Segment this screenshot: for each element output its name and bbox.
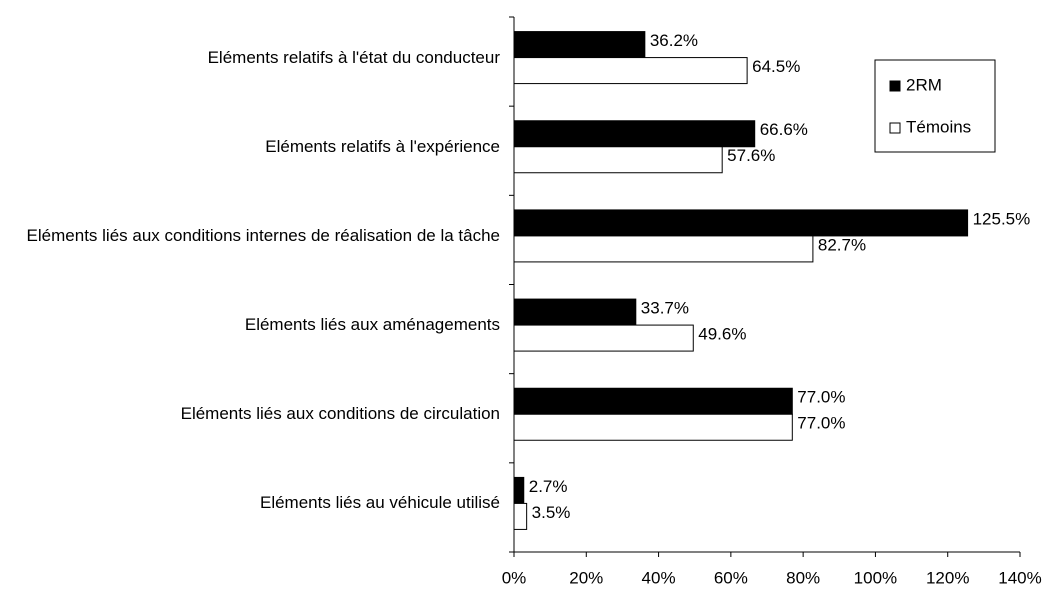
category-text: Eléments liés au véhicule utilisé — [259, 493, 500, 513]
bar — [513, 476, 525, 504]
x-tick-label: 140% — [998, 568, 1041, 587]
x-tick-label: 80% — [786, 568, 820, 587]
bar — [513, 298, 637, 326]
bar — [513, 413, 793, 441]
category-text: Eléments liés aux conditions de circulat… — [180, 404, 500, 424]
category-label: Eléments liés aux aménagements — [0, 312, 500, 338]
value-label: 3.5% — [532, 503, 571, 522]
value-label: 57.6% — [727, 146, 775, 165]
bar — [513, 31, 646, 59]
legend-swatch — [889, 122, 901, 134]
category-text: Eléments relatifs à l'état du conducteur — [207, 47, 500, 67]
legend-label: 2RM — [906, 75, 942, 94]
legend-swatch — [889, 80, 901, 92]
bar — [513, 146, 723, 174]
legend-box — [874, 59, 996, 153]
category-text: Eléments liés aux conditions internes de… — [26, 225, 500, 245]
category-label: Eléments liés au véhicule utilisé — [0, 490, 500, 516]
value-label: 77.0% — [797, 388, 845, 407]
value-label: 82.7% — [818, 235, 866, 254]
category-text: Eléments relatifs à l'expérience — [265, 136, 500, 156]
bar — [513, 57, 748, 85]
category-text: Eléments liés aux aménagements — [244, 315, 500, 335]
value-label: 125.5% — [973, 209, 1031, 228]
legend-label: Témoins — [906, 117, 971, 136]
bar — [513, 209, 969, 237]
bar — [513, 502, 528, 530]
category-label: Eléments relatifs à l'état du conducteur — [0, 45, 500, 71]
x-tick-label: 40% — [642, 568, 676, 587]
value-label: 49.6% — [698, 325, 746, 344]
x-tick-label: 60% — [714, 568, 748, 587]
value-label: 33.7% — [641, 299, 689, 318]
bar — [513, 120, 756, 148]
x-tick-label: 100% — [854, 568, 897, 587]
value-label: 64.5% — [752, 57, 800, 76]
bar — [513, 324, 694, 352]
bar — [513, 235, 814, 263]
x-tick-label: 20% — [569, 568, 603, 587]
x-tick-label: 120% — [926, 568, 969, 587]
bar — [513, 387, 793, 415]
x-tick-label: 0% — [502, 568, 527, 587]
category-label: Eléments liés aux conditions internes de… — [0, 223, 500, 249]
category-label: Eléments liés aux conditions de circulat… — [0, 401, 500, 427]
category-label: Eléments relatifs à l'expérience — [0, 134, 500, 160]
value-label: 2.7% — [529, 477, 568, 496]
value-label: 36.2% — [650, 31, 698, 50]
value-label: 66.6% — [760, 120, 808, 139]
value-label: 77.0% — [797, 414, 845, 433]
